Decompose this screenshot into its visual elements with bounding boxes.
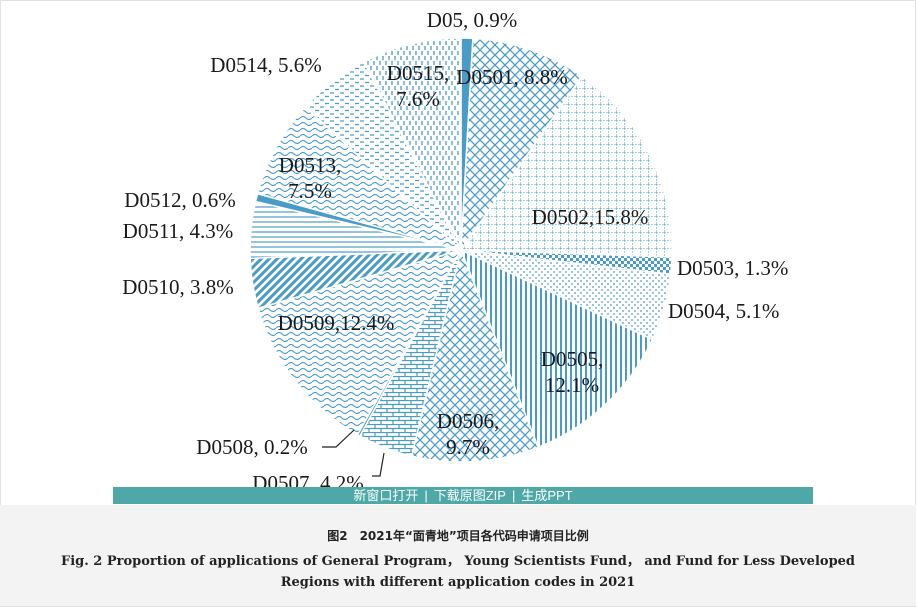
slice-label-d0511: D0511, 4.3%: [123, 219, 234, 243]
slice-label-d0513: D0513, 7.5%: [279, 153, 341, 203]
figure-toolbar: 新窗口打开 | 下载原图ZIP | 生成PPT: [113, 487, 813, 504]
pie-slice-d0502: [459, 75, 673, 258]
toolbar-separator: |: [511, 488, 516, 503]
leader-line-d0507: [372, 452, 385, 477]
slice-label-d0504: D0504, 5.1%: [668, 299, 779, 323]
slice-label-d0510: D0510, 3.8%: [122, 275, 233, 299]
slice-label-d0505: D0505, 12.1%: [541, 347, 603, 397]
generate-ppt-link[interactable]: 生成PPT: [521, 488, 573, 503]
pie-chart: D05, 0.9% D0501, 8.8% D0502,15.8% D0503, 1.…: [122, 8, 788, 495]
leader-line-d0508: [322, 429, 355, 448]
slice-label-d0509: D0509,12.4%: [278, 311, 395, 335]
slice-label-d0512: D0512, 0.6%: [124, 188, 235, 212]
open-new-window-link[interactable]: 新窗口打开: [353, 488, 419, 503]
caption-chinese: 图2 2021年“面青地”项目各代码申请项目比例: [327, 529, 589, 543]
download-zip-link[interactable]: 下载原图ZIP: [433, 488, 506, 503]
pie-slice-d0501: [460, 37, 583, 253]
slice-label-d05: D05, 0.9%: [427, 8, 517, 32]
slice-label-d0502: D0502,15.8%: [532, 205, 649, 229]
pie-slice-d0515: [362, 37, 462, 251]
pie-slice-d0505: [459, 248, 654, 449]
toolbar-separator: |: [424, 488, 428, 503]
caption-english-line-1: Fig. 2 Proportion of applications of Gen…: [60, 554, 856, 569]
pie-slice-d0506: [410, 247, 540, 463]
slice-label-d0506: D0506, 9.7%: [437, 409, 499, 459]
slice-label-d0515: D0515, 7.6%: [387, 61, 449, 111]
caption-english: Fig. 2 Proportion of applications of Gen…: [40, 551, 876, 593]
slice-label-d0508: D0508, 0.2%: [196, 435, 307, 459]
figure-caption: 图2 2021年“面青地”项目各代码申请项目比例 Fig. 2 Proporti…: [0, 505, 916, 606]
slice-label-d0503: D0503, 1.3%: [677, 256, 788, 280]
pie-slice-d0513: [256, 105, 462, 251]
pie-slice-d0509: [257, 248, 463, 436]
slice-label-d0514: D0514, 5.6%: [210, 53, 321, 77]
slice-label-d0501: D0501, 8.8%: [456, 65, 567, 89]
caption-english-line-2: Regions with different application codes…: [280, 575, 636, 590]
